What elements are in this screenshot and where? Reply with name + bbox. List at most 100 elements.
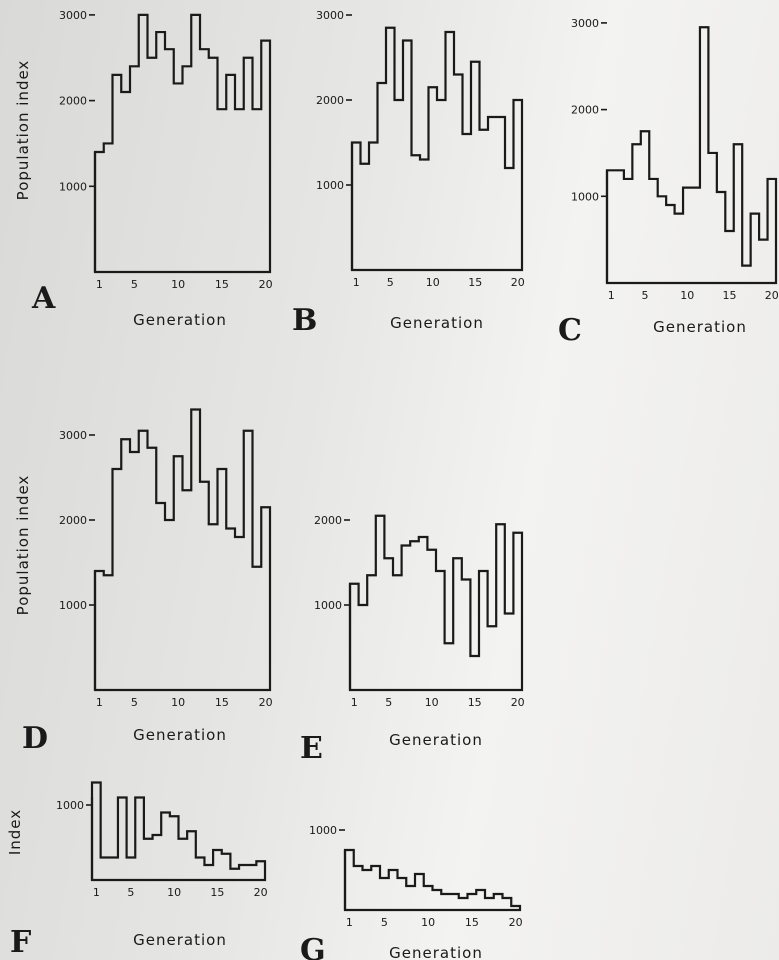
bar-e-11 [436, 571, 445, 690]
bar-g-12 [441, 894, 450, 910]
bar-e-15 [470, 656, 479, 690]
ytick-label-a-1000: 1000 [59, 180, 87, 193]
bar-b-10 [429, 87, 438, 270]
bar-d-13 [200, 482, 209, 690]
ytick-label-g-1000: 1000 [309, 824, 337, 837]
bar-c-8 [666, 205, 674, 283]
bar-a-6 [139, 15, 148, 272]
bar-g-15 [468, 894, 477, 910]
x-axis-label-d: Generation [133, 726, 227, 744]
xtick-label-a-20: 20 [259, 278, 273, 291]
bar-c-7 [658, 196, 666, 283]
bar-g-16 [476, 890, 485, 910]
bar-d-1 [95, 571, 104, 690]
xtick-label-f-5: 5 [127, 886, 134, 899]
bar-b-2 [361, 164, 370, 270]
y-axis-label-d: Population index [14, 475, 32, 616]
bar-a-5 [130, 66, 139, 272]
panel-label-g: G [300, 933, 326, 960]
xtick-label-g-15: 15 [465, 916, 479, 929]
bar-g-2 [354, 866, 363, 910]
xtick-label-e-10: 10 [425, 696, 439, 709]
panel-label-d: D [22, 721, 48, 756]
bar-b-6 [395, 100, 404, 270]
bar-b-4 [378, 83, 387, 270]
bar-d-3 [113, 469, 122, 690]
xtick-label-d-5: 5 [131, 696, 138, 709]
bar-f-19 [248, 865, 257, 880]
bar-f-5 [127, 858, 136, 881]
x-axis-label-e: Generation [389, 731, 483, 749]
histogram-outline-g [343, 848, 522, 912]
x-axis-label-b: Generation [390, 314, 484, 332]
x-axis-label-g: Generation [389, 944, 483, 960]
xtick-label-b-1: 1 [353, 276, 360, 289]
bar-f-1 [92, 783, 101, 881]
bar-e-19 [505, 614, 514, 691]
xtick-label-f-15: 15 [210, 886, 224, 899]
xtick-label-a-1: 1 [96, 278, 103, 291]
ytick-label-c-3000: 3000 [571, 17, 599, 30]
bar-a-12 [191, 15, 200, 272]
bar-e-12 [445, 643, 454, 690]
bar-c-10 [683, 188, 691, 283]
bar-g-3 [363, 870, 372, 910]
bar-b-15 [471, 62, 480, 270]
xtick-label-b-15: 15 [468, 276, 482, 289]
bar-g-6 [389, 870, 398, 910]
bar-b-9 [420, 160, 429, 271]
xtick-label-g-10: 10 [421, 916, 435, 929]
bar-c-18 [751, 214, 759, 283]
xtick-label-a-15: 15 [215, 278, 229, 291]
ytick-label-b-1000: 1000 [316, 179, 344, 192]
bar-g-11 [433, 890, 442, 910]
bar-g-1 [345, 850, 354, 910]
ytick-label-d-2000: 2000 [59, 514, 87, 527]
ytick-label-e-1000: 1000 [314, 599, 342, 612]
bar-d-15 [218, 469, 227, 690]
bar-f-7 [144, 839, 153, 880]
bar-f-10 [170, 816, 179, 880]
bar-a-13 [200, 49, 209, 272]
xtick-label-e-5: 5 [385, 696, 392, 709]
bar-a-15 [218, 109, 227, 272]
bar-c-3 [624, 179, 632, 283]
xtick-label-e-1: 1 [351, 696, 358, 709]
bar-d-4 [121, 439, 130, 690]
bar-d-8 [156, 503, 165, 690]
bar-g-4 [371, 866, 380, 910]
bar-a-4 [121, 92, 130, 272]
bar-g-13 [450, 894, 459, 910]
xtick-label-d-20: 20 [259, 696, 273, 709]
xtick-label-a-5: 5 [131, 278, 138, 291]
xtick-label-c-10: 10 [680, 289, 694, 302]
bar-e-20 [513, 533, 522, 690]
bar-a-18 [244, 58, 253, 272]
bar-d-11 [183, 490, 192, 690]
bar-f-14 [204, 865, 213, 880]
bar-e-3 [367, 575, 376, 690]
bar-f-16 [222, 854, 231, 880]
bar-g-19 [503, 898, 512, 910]
bar-a-14 [209, 58, 218, 272]
xtick-label-f-20: 20 [254, 886, 268, 899]
ytick-label-b-2000: 2000 [316, 94, 344, 107]
bar-e-2 [359, 605, 368, 690]
bar-f-2 [101, 858, 110, 881]
bar-b-7 [403, 41, 412, 271]
bar-d-17 [235, 537, 244, 690]
histogram-outline-d [93, 408, 272, 692]
bar-d-16 [226, 529, 235, 691]
xtick-label-c-1: 1 [608, 289, 615, 302]
bar-d-18 [244, 431, 253, 690]
bar-c-19 [759, 240, 767, 283]
y-axis-label-a: Population index [14, 60, 32, 201]
bar-b-16 [480, 130, 489, 270]
bar-g-8 [406, 886, 415, 910]
histogram-outline-c [605, 26, 778, 285]
bar-g-10 [424, 886, 433, 910]
